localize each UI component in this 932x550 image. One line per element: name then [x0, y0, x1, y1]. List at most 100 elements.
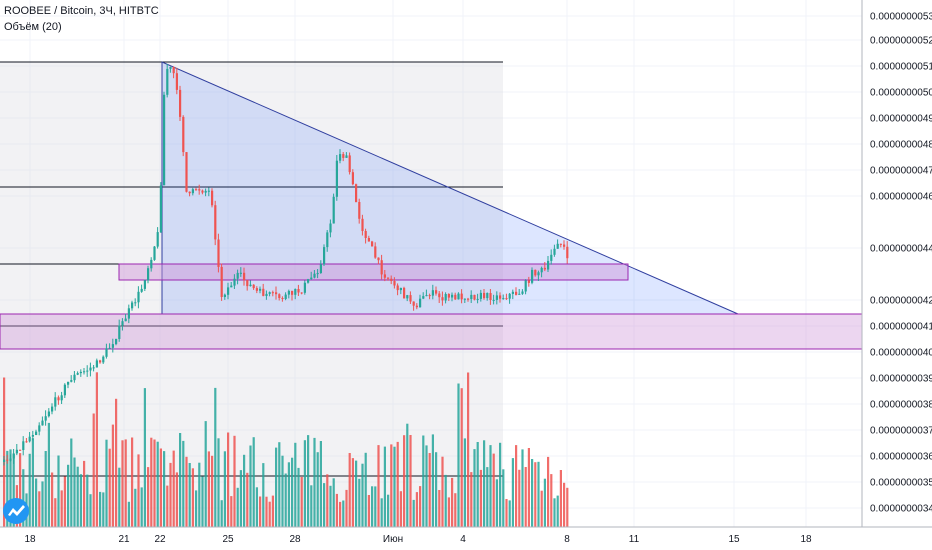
candle-body [476, 298, 479, 300]
candle-body [553, 248, 556, 255]
candle-body [127, 308, 130, 319]
volume-legend: Объём (20) [4, 21, 62, 33]
volume-bar [505, 499, 508, 527]
y-tick-label: 0.0000000036000 [870, 452, 932, 463]
volume-bar [131, 437, 134, 527]
y-tick-label: 0.0000000037000 [870, 426, 932, 437]
candle-body [447, 294, 450, 298]
candle-body [255, 288, 258, 291]
candle-body [207, 190, 210, 192]
volume-bar [223, 451, 226, 527]
volume-bar [60, 490, 63, 527]
volume-bar [447, 497, 450, 527]
volume-bar [547, 456, 550, 527]
candle-body [243, 272, 246, 281]
volume-bar [230, 496, 233, 527]
candle-body [67, 381, 70, 385]
volume-bar [156, 441, 159, 527]
volume-bar [179, 433, 182, 527]
volume-bar [137, 454, 140, 527]
volume-bar [326, 474, 329, 527]
volume-bar [374, 486, 377, 527]
volume-bar [89, 494, 92, 527]
candle-body [396, 285, 399, 291]
candle-body [268, 292, 271, 294]
candle-body [115, 339, 118, 345]
volume-bar [527, 448, 530, 527]
volume-bar [291, 457, 294, 527]
volume-bar [214, 387, 217, 527]
candle-body [387, 277, 390, 279]
volume-bar [310, 485, 313, 527]
x-tick-label: 4 [460, 534, 466, 545]
volume-bar [473, 449, 476, 527]
candle-body [47, 411, 50, 417]
volume-bar [502, 469, 505, 527]
volume-bar [70, 438, 73, 527]
candle-body [281, 298, 284, 299]
volume-bar [236, 487, 239, 527]
candle-body [246, 280, 249, 287]
candle-body [547, 260, 550, 270]
volume-bar [163, 451, 166, 527]
volume-bar [76, 466, 79, 527]
volume-bar [444, 474, 447, 527]
candle-body [73, 374, 76, 381]
candle-body [223, 294, 226, 297]
volume-bar [467, 372, 470, 527]
candle-body [15, 449, 18, 454]
candle-body [511, 291, 514, 294]
candle-body [521, 291, 524, 294]
candle-body [41, 420, 44, 426]
candle-body [345, 155, 348, 158]
x-tick-label: 15 [728, 534, 740, 545]
candle-body [95, 360, 98, 368]
candle-body [463, 298, 466, 300]
candle-body [60, 395, 63, 401]
candle-body [179, 89, 182, 117]
candle-body [399, 287, 402, 291]
candle-body [105, 348, 108, 357]
candle-body [175, 73, 178, 90]
candle-body [6, 459, 9, 461]
volume-bar [169, 462, 172, 527]
volume-bar [540, 490, 543, 527]
volume-bar [403, 435, 406, 527]
volume-bar [28, 453, 31, 527]
candle-body [70, 380, 73, 382]
volume-bar [531, 459, 534, 527]
volume-bar [303, 440, 306, 527]
volume-bar [278, 442, 281, 527]
volume-bar [377, 445, 380, 527]
candle-body [265, 293, 268, 296]
candle-body [457, 293, 460, 300]
candle-body [422, 296, 425, 299]
candle-body [412, 301, 415, 306]
candle-body [489, 293, 492, 300]
volume-bar [559, 470, 562, 527]
volume-bar [243, 454, 246, 527]
volume-bar [563, 482, 566, 527]
volume-bar [431, 434, 434, 527]
candle-body [217, 239, 220, 267]
candle-body [111, 344, 114, 348]
candle-body [57, 397, 60, 401]
volume-bar [246, 472, 249, 527]
volume-bar [47, 422, 50, 527]
candle-body [316, 273, 319, 275]
candle-body [259, 288, 262, 291]
candle-body [367, 238, 370, 242]
candle-body [227, 287, 230, 295]
volume-bar [182, 440, 185, 527]
candle-body [537, 272, 540, 276]
volume-bar [287, 462, 290, 527]
volume-bar [483, 440, 486, 527]
candle-body [294, 289, 297, 295]
candle-body [403, 287, 406, 299]
volume-bar [79, 474, 82, 527]
candle-body [319, 264, 322, 273]
x-tick-label: 25 [222, 534, 234, 545]
volume-bar [111, 424, 114, 527]
volume-bar [12, 454, 15, 527]
